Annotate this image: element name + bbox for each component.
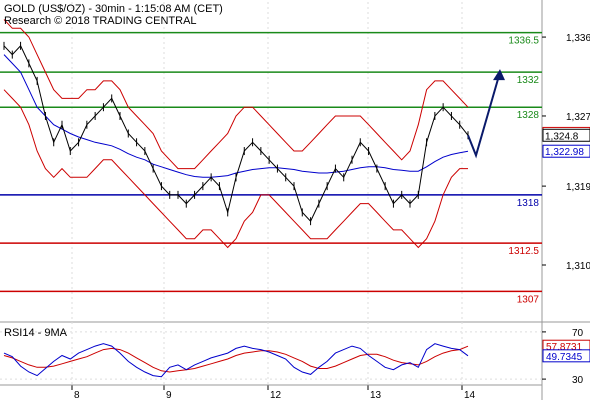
- moving-average: [3, 54, 469, 178]
- forecast-arrowhead: [493, 69, 505, 81]
- bollinger-bands: [3, 19, 469, 249]
- y-tick-label: 1,327: [566, 112, 590, 123]
- price-series: [3, 41, 469, 226]
- rsi-value-tag-box: [542, 349, 590, 363]
- y-tick-label: 1,336: [566, 33, 590, 44]
- level-label: 1318: [517, 198, 540, 209]
- forecast-path: [467, 71, 501, 159]
- x-tick-label: 14: [464, 390, 476, 400]
- x-tick-label: 8: [74, 390, 80, 400]
- rsi-value-tag-label: 49.7345: [546, 352, 583, 363]
- level-label: 1332: [517, 75, 540, 86]
- x-tick-label: 12: [270, 390, 282, 400]
- value-tag-box: [542, 144, 590, 158]
- level-label: 1336.5: [508, 36, 539, 47]
- level-label: 1312.5: [508, 246, 539, 257]
- y-tick-label: 1,310: [566, 261, 590, 272]
- x-tick-label: 13: [370, 390, 382, 400]
- rsi-line: [3, 343, 469, 378]
- chart-copyright: Research © 2018 TRADING CENTRAL: [4, 15, 197, 27]
- rsi-y-tick-label: 70: [572, 328, 584, 339]
- lower-band-line: [3, 89, 468, 249]
- value-tag-label: 1,322.98: [545, 147, 584, 158]
- upper-band-line: [3, 19, 469, 170]
- rsi-y-tick-label: 30: [572, 375, 584, 386]
- rsi-ma-line: [3, 345, 469, 373]
- support-resistance-levels: 1336.5 1332 1328 1318 1312.5 1307: [0, 31, 542, 305]
- axes: 1,336 1,327 1,319 1,310 8 9 12 13 14: [0, 33, 590, 400]
- rsi-label: RSI14 - 9MA: [4, 327, 68, 339]
- value-tags: 1,325.011,324.81,322.98: [542, 126, 590, 158]
- y-tick-label: 1,319: [566, 182, 590, 193]
- level-label: 1307: [517, 294, 540, 305]
- x-tick-label: 9: [166, 390, 172, 400]
- chart-title: GOLD (US$/OZ) - 30min - 1:15:08 AM (CET): [4, 3, 223, 15]
- value-tag-box: [542, 128, 590, 142]
- rsi-value-tag-label: 57.8731: [546, 342, 583, 353]
- ma-line: [3, 54, 469, 178]
- value-tag-label: 1,324.8: [545, 131, 579, 142]
- level-label: 1328: [517, 110, 540, 121]
- forecast-arrow: [467, 69, 505, 159]
